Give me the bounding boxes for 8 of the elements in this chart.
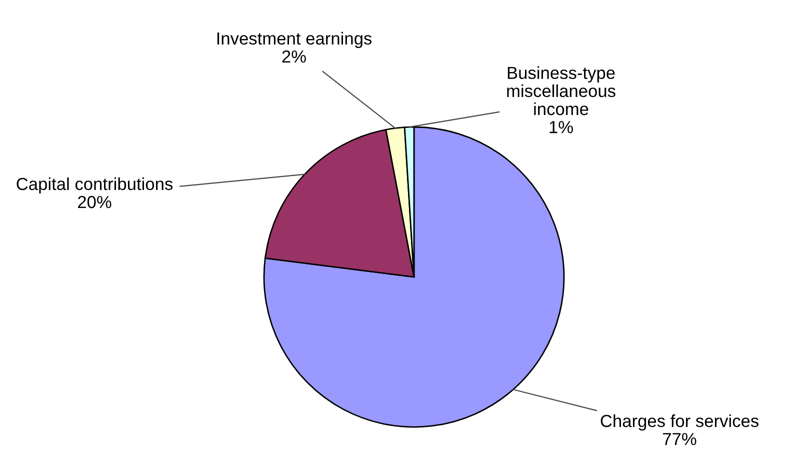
slice-label: Investment earnings: [217, 32, 372, 48]
slice-label: Charges for services: [600, 414, 758, 431]
data-label: 2%: [282, 50, 306, 63]
data-label: 20%: [78, 196, 112, 208]
data-label: 77%: [663, 432, 696, 446]
data-label: 1%: [550, 121, 573, 134]
slice-label: Capital contributions: [16, 177, 173, 194]
slice-label: Business-type miscellaneous income: [507, 66, 616, 116]
